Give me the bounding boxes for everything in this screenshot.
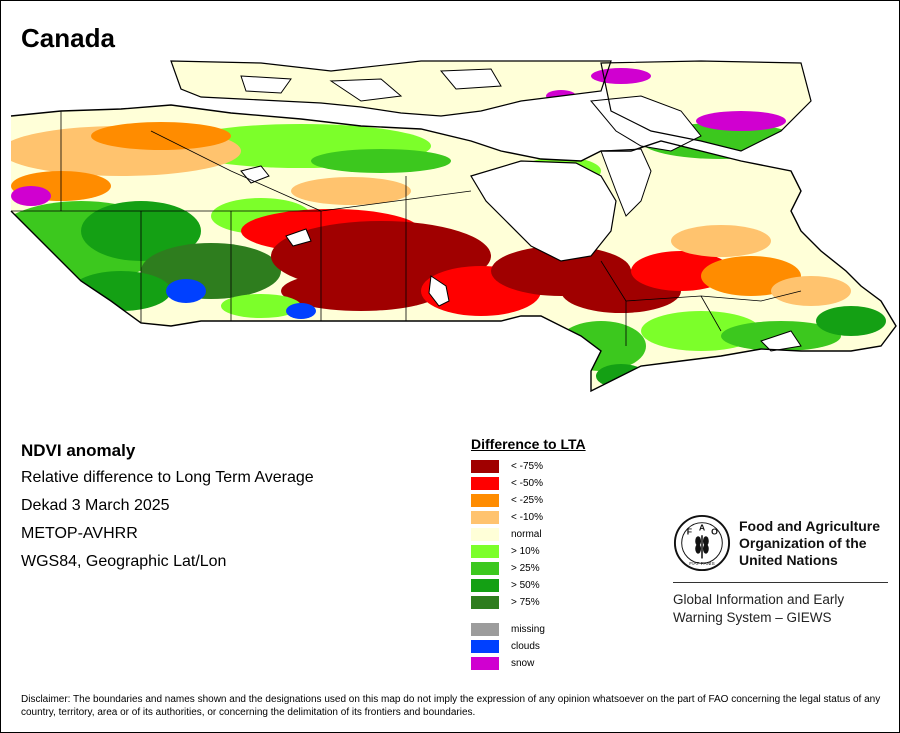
legend-swatch [471,640,499,653]
legend-label: < -75% [511,461,543,472]
legend-special-classes: missing clouds snow [471,621,651,672]
logo-letter-a: A [699,522,706,532]
legend-label: < -50% [511,478,543,489]
legend-swatch [471,528,499,541]
legend-item: > 25% [471,560,651,577]
lake-winnipeg [428,275,450,307]
info-line-metric: Relative difference to Long Term Average [21,469,314,486]
logo-letter-f: F [687,526,692,536]
legend-label: > 25% [511,563,540,574]
giews-name: Global Information and Early Warning Sys… [673,591,891,627]
legend-swatch [471,596,499,609]
info-line-sensor: METOP-AVHRR [21,525,138,542]
fao-org-name: Food and Agriculture Organization of the… [739,518,880,569]
arctic-islands-west [170,60,612,117]
legend-item: < -10% [471,509,651,526]
org-name-line-1: Food and Agriculture [739,517,881,534]
legend-swatch [471,562,499,575]
boundaries [10,60,897,393]
logo-motto: FIAT PANIS [689,561,715,567]
info-heading: NDVI anomaly [21,441,136,460]
anomaly-raster [11,61,896,391]
water-bodies [240,68,802,352]
info-line-period: Dekad 3 March 2025 [21,497,170,514]
legend-item: < -75% [471,458,651,475]
legend-item: normal [471,526,651,543]
legend-swatch [471,623,499,636]
hudson-bay [470,160,617,262]
map-canvas [10,60,897,393]
giews-line-2: Warning System – GIEWS [673,610,832,625]
legend-item: snow [471,655,651,672]
legend-item: missing [471,621,651,638]
org-name-line-2: Organization of the [739,534,867,551]
logo-letter-o: O [711,526,718,536]
fao-logo-icon: F A O FIAT PANIS [673,514,731,572]
legend-classes: < -75% < -50% < -25% < -10% normal > 10% > 25%… [471,458,651,611]
legend-label: normal [511,529,542,540]
legend-swatch [471,545,499,558]
legend-swatch [471,460,499,473]
legend-label: > 10% [511,546,540,557]
arctic-islands-east [600,60,812,152]
map-title: Canada [21,23,115,53]
legend-label: > 50% [511,580,540,591]
legend-title: Difference to LTA [471,436,586,452]
legend-swatch [471,477,499,490]
legend-label: clouds [511,641,540,652]
legend-label: > 75% [511,597,540,608]
foxe-basin [590,95,702,152]
legend-label: snow [511,658,535,669]
gulf-st-lawrence [760,330,802,352]
great-slave-lake [285,228,312,247]
legend-label: < -10% [511,512,543,523]
legend-swatch [471,579,499,592]
arctic-channel-3 [240,75,292,94]
info-line-projection: WGS84, Geographic Lat/Lon [21,553,227,570]
legend-item: > 75% [471,594,651,611]
org-name-line-3: United Nations [739,551,838,568]
disclaimer: Disclaimer: The boundaries and names sho… [21,694,881,718]
legend-label: < -25% [511,495,543,506]
legend-swatch [471,494,499,507]
legend: Difference to LTA < -75% < -50% < -25% < -1… [471,436,651,672]
map-info-block: NDVI anomaly Relative difference to Long… [21,441,314,581]
legend-label: missing [511,624,545,635]
legend-item: < -50% [471,475,651,492]
giews-line-1: Global Information and Early [673,592,845,607]
legend-swatch [471,657,499,670]
arctic-channel-1 [329,78,403,102]
legend-item: < -25% [471,492,651,509]
legend-item: > 50% [471,577,651,594]
fao-branding: F A O FIAT PANIS Food and Agriculture Or… [673,514,891,627]
arctic-channel-2 [439,68,502,90]
legend-swatch [471,511,499,524]
divider [673,582,888,583]
legend-item: > 10% [471,543,651,560]
hudson-strait [600,148,652,217]
legend-item: clouds [471,638,651,655]
ndvi-anomaly-map: Canada [1,1,899,421]
